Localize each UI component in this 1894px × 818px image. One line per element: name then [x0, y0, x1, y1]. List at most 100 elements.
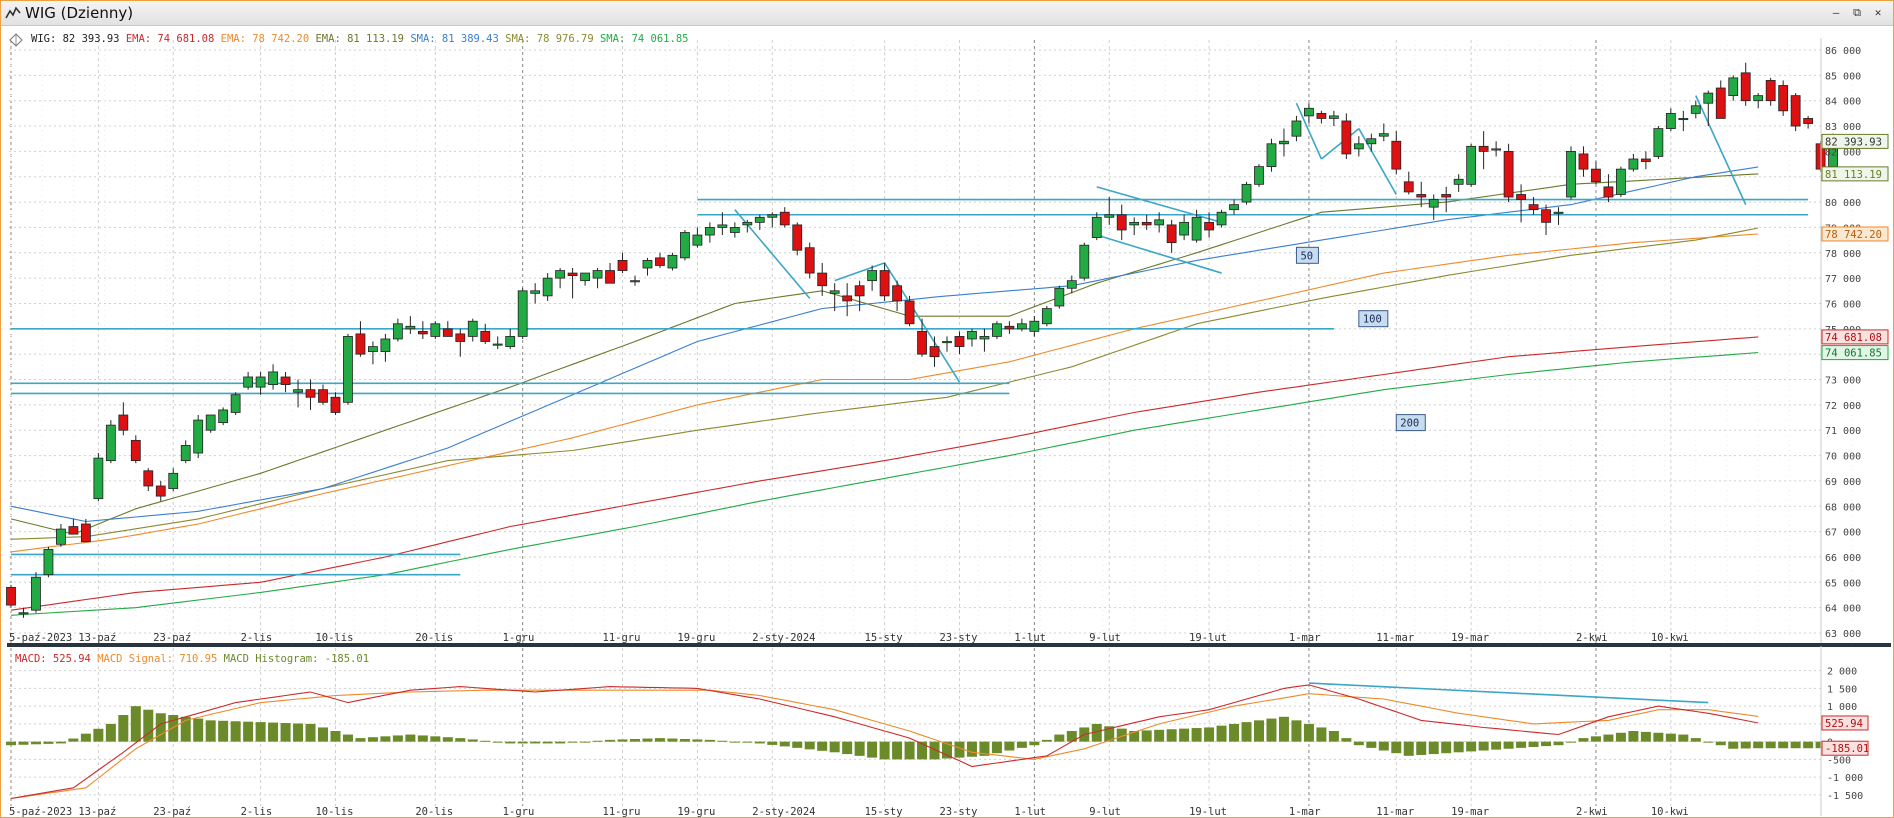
date-label: 1-mar [1289, 806, 1321, 817]
date-label: 5-paź-2023 [9, 806, 72, 817]
candle-body [1353, 143, 1364, 150]
candle-body [18, 612, 29, 615]
histogram-bar [592, 740, 603, 742]
date-label: 15-sty [865, 806, 903, 817]
candle-body [6, 586, 16, 606]
date-label: 10-kwi [1651, 632, 1689, 644]
date-label: 15-sty [865, 632, 903, 644]
legend-entry: SMA: 74 061.85 [600, 33, 689, 45]
candle-body [1116, 214, 1127, 231]
candle-body [1765, 80, 1776, 102]
date-label: 13-paź [78, 806, 116, 817]
histogram-bar [1016, 741, 1027, 748]
candle-body [1229, 204, 1239, 211]
candle-body [1790, 95, 1801, 127]
title-bar[interactable]: WIG (Dzienny) – ⧉ ✕ [1, 1, 1893, 26]
price-tick-label: 80 000 [1825, 198, 1861, 209]
candle-body [1803, 118, 1814, 124]
candle-body [1091, 216, 1102, 238]
candle-body [1690, 105, 1701, 114]
candle-body [1553, 211, 1564, 214]
candle-body [1528, 204, 1539, 211]
candle-body [1678, 118, 1689, 121]
histogram-bar [330, 731, 341, 742]
candle-body [305, 389, 316, 398]
histogram-bar [1728, 741, 1739, 749]
date-label: 9-lut [1089, 632, 1121, 644]
trend-line [1308, 682, 1709, 704]
candle-body [105, 424, 116, 462]
candle-body [1715, 87, 1726, 119]
legend-entry: EMA: 74 681.08 [126, 33, 221, 45]
candle-body [1653, 128, 1664, 157]
histogram-bar [255, 722, 266, 742]
candle-body [193, 419, 204, 454]
histogram-bar [305, 723, 316, 742]
histogram-bar [80, 733, 91, 742]
restore-button[interactable]: ⧉ [1853, 6, 1861, 19]
panel-separator[interactable] [7, 643, 1891, 647]
histogram-bar [754, 741, 765, 744]
legend-entry: SMA: 81 389.43 [410, 33, 505, 45]
candle-body [979, 336, 990, 340]
candle-body [1541, 209, 1551, 223]
histogram-bar [1578, 738, 1589, 742]
macd-tick-label: 2 000 [1827, 667, 1857, 678]
histogram-bar [1254, 720, 1264, 742]
candle-body [605, 270, 615, 284]
candle-body [243, 376, 254, 388]
candle-body [368, 346, 378, 353]
legend-entry: MACD: 525.94 [15, 653, 97, 665]
value-tag [1821, 226, 1889, 242]
candle-body [729, 227, 740, 233]
date-label: 2-sty-2024 [752, 632, 815, 644]
histogram-bar [342, 734, 353, 742]
histogram-bar [1154, 729, 1165, 742]
candle-body [1254, 166, 1264, 185]
candle-body [1640, 158, 1651, 162]
candle-body [1628, 158, 1639, 170]
histogram-bar [617, 739, 628, 742]
histogram-bar [1266, 718, 1277, 742]
candle-body [1054, 287, 1065, 307]
histogram-bar [1041, 739, 1052, 742]
date-label: 19-lut [1189, 632, 1227, 644]
minimize-button[interactable]: – [1832, 6, 1840, 19]
candle-body [1616, 168, 1626, 195]
histogram-bar [580, 741, 591, 743]
histogram-bar [492, 741, 503, 743]
candle-body [1304, 107, 1314, 117]
date-label: 11-gru [603, 632, 641, 644]
histogram-bar [904, 741, 915, 760]
histogram-bar [630, 738, 640, 742]
date-label: 2-lis [241, 806, 273, 817]
date-label: 13-paź [78, 632, 116, 644]
candle-body [118, 414, 129, 431]
candle-body [804, 247, 815, 274]
histogram-bar [1353, 741, 1364, 746]
legend-entry: MACD Histogram: -185.01 [224, 653, 369, 665]
histogram-bar [542, 741, 553, 744]
candle-body [1316, 112, 1327, 119]
candlesticks[interactable] [6, 62, 1838, 618]
crosshair-icon[interactable] [9, 33, 23, 47]
histogram-bar [1166, 729, 1177, 742]
candle-body [255, 376, 266, 388]
histogram-bar [804, 741, 815, 750]
candle-body [68, 526, 79, 535]
histogram-bar [367, 737, 378, 742]
svg-text:WIG: 82 393.93 EMA: 74 681.08: WIG: 82 393.93 EMA: 74 681.08 EMA: 78 74… [31, 33, 688, 45]
value-tag-label: 81 113.19 [1825, 169, 1882, 181]
close-button[interactable]: ✕ [1874, 6, 1882, 19]
histogram-bar [318, 727, 328, 742]
price-tick-label: 72 000 [1825, 401, 1861, 412]
histogram-bar [1291, 720, 1302, 742]
histogram-bar [1566, 741, 1576, 743]
date-label: 23-sty [939, 806, 977, 817]
histogram-bar [742, 741, 753, 743]
candle-body [779, 211, 790, 226]
macd-tick-label: -500 [1827, 755, 1851, 766]
histogram-bar [966, 741, 977, 757]
